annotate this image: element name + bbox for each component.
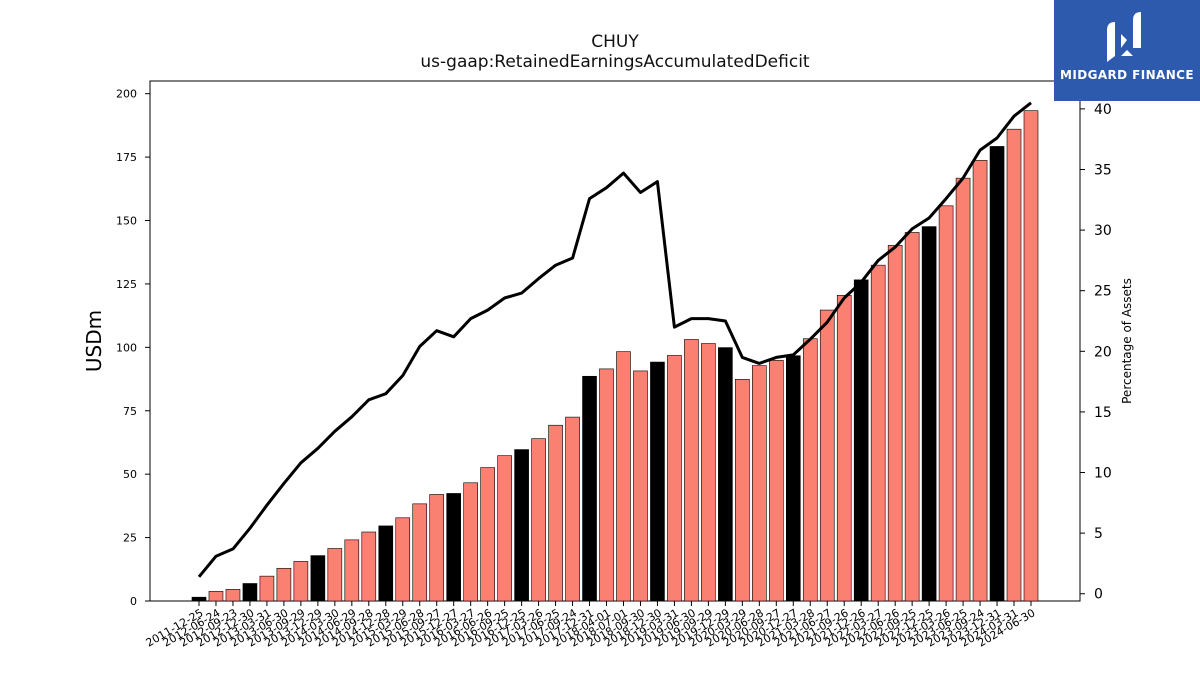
y-axis-label: USDm [82,310,106,372]
y2-tick-label: 25 [1094,284,1112,300]
chart-title: CHUY [591,32,639,52]
y-tick-label: 150 [116,215,137,228]
bar [565,416,580,602]
bar [395,517,411,602]
bar [989,146,1005,602]
bar [480,467,495,602]
bar [276,567,292,602]
bar [344,539,360,602]
plot-frame [149,80,1081,602]
bar [667,355,682,602]
bar [836,295,852,602]
bar [310,555,326,602]
bar [785,355,801,602]
bar [582,375,597,602]
y-tick-label: 100 [116,341,137,354]
bar [599,368,614,602]
bar [446,493,461,602]
bar [429,494,445,602]
bar [684,339,699,602]
bar [752,365,767,602]
bar [259,575,275,602]
bar [735,379,750,602]
y2-tick-label: 10 [1094,466,1112,482]
bar [972,160,988,602]
bar [531,438,546,602]
bar [870,264,886,602]
bar [293,561,309,602]
bar [955,177,971,602]
bar [1006,128,1022,602]
bar [208,591,224,602]
y-tick-label: 50 [123,468,137,481]
y-tick-label: 25 [123,532,137,545]
bar [938,205,954,602]
y-tick-label: 75 [123,405,137,418]
bar [225,589,241,602]
bar [718,347,733,602]
bar [548,424,563,602]
percentage-line [197,101,1032,578]
bar [853,279,869,602]
bar [378,525,394,602]
logo-text: MIDGARD FINANCE [1060,68,1194,82]
y2-axis-label: Percentage of Assets [1120,278,1134,404]
y2-tick-label: 15 [1094,405,1112,421]
y-tick-label: 200 [116,88,137,101]
bar [514,449,529,602]
y2-tick-label: 30 [1094,223,1112,239]
bar [497,455,512,602]
bar [412,503,428,602]
bar [242,583,258,602]
y2-tick-label: 5 [1094,526,1103,542]
bar [904,232,920,602]
bar [887,245,903,602]
midgard-finance-logo: MIDGARD FINANCE [1054,0,1200,101]
bar [327,548,343,602]
bar [633,370,648,602]
y2-tick-label: 20 [1094,344,1112,360]
y2-tick-label: 35 [1094,162,1112,178]
bar [463,482,478,602]
chart-subtitle: us-gaap:RetainedEarningsAccumulatedDefic… [420,52,810,72]
bar [701,343,716,602]
y-tick-label: 0 [130,595,137,608]
bar [191,596,207,602]
bar [819,309,835,602]
y-tick-label: 175 [116,151,137,164]
y2-tick-label: 0 [1094,587,1103,603]
bar [1023,110,1039,602]
bar [802,338,818,602]
bar [650,361,665,602]
y-tick-label: 125 [116,278,137,291]
bar [361,531,377,602]
logo-mark-icon [1107,12,1141,62]
bar [616,351,631,602]
bar [769,359,784,602]
y2-tick-label: 40 [1094,102,1112,118]
bar [921,226,937,602]
